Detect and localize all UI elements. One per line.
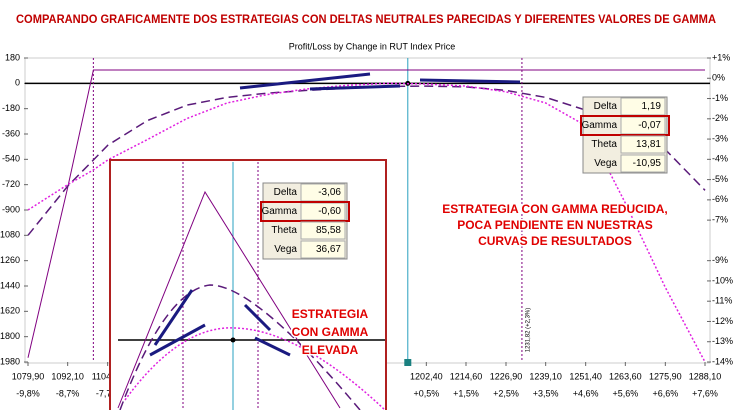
y2-tick-label: -1% — [712, 93, 728, 103]
inset-price-dot — [230, 337, 236, 343]
y-tick-label: -1800 — [0, 331, 20, 341]
table-value: -10,95 — [633, 158, 662, 169]
table-label: Theta — [591, 139, 617, 150]
x-tick-label: 1288,10 — [689, 371, 722, 381]
annotation: ESTRATEGIA — [292, 307, 369, 321]
y-tick-label: -1080 — [0, 230, 20, 240]
x-tick-label: 1104,40 — [92, 371, 124, 381]
table-label: Vega — [594, 158, 617, 169]
x-tick-label: 1092,10 — [51, 371, 84, 381]
y2-tick-label: -5% — [712, 174, 728, 184]
table-label: Gamma — [261, 206, 297, 217]
y-tick-label: 180 — [5, 52, 20, 62]
x-tick-label: 1263,60 — [609, 371, 642, 381]
y2-tick-label: -14% — [712, 356, 733, 366]
annotation: CON GAMMA — [292, 325, 369, 339]
table-value: 1,19 — [642, 101, 662, 112]
x-tick-label: 1214,60 — [450, 371, 483, 381]
series-line — [27, 69, 705, 358]
y2-tick-label: -12% — [712, 316, 733, 326]
table-label: Theta — [271, 225, 297, 236]
x-tick-label: 1251,40 — [569, 371, 602, 381]
table-cell — [300, 240, 346, 259]
y2-tick-label: -2% — [712, 113, 728, 123]
highlight — [260, 201, 350, 222]
price-marker — [404, 359, 412, 366]
y2-tick-label: -6% — [712, 194, 728, 204]
y2-tick-label: -3% — [712, 133, 728, 143]
x-tick-label: 1239,10 — [529, 371, 562, 381]
y2-tick-label: -10% — [712, 275, 733, 285]
table-value: 13,81 — [636, 139, 661, 150]
annotation: CURVAS DE RESULTADOS — [478, 234, 632, 248]
highlight — [580, 115, 670, 136]
y2-tick-label: -9% — [712, 255, 728, 265]
x2-tick-label: -8,7% — [56, 388, 80, 398]
table-value: -3,06 — [318, 187, 341, 198]
table-cell — [620, 154, 666, 173]
x2-tick-label: -7,7% — [96, 388, 120, 398]
y2-tick-label: +1% — [712, 52, 730, 62]
x-tick-label: 1226,90 — [490, 371, 523, 381]
y-tick-label: -720 — [2, 179, 20, 189]
chart-title: COMPARANDO GRAFICAMENTE DOS ESTRATEGIAS … — [16, 12, 716, 26]
x-tick-label: 1079,90 — [12, 371, 45, 381]
greeks-table: Delta -3,06 Gamma -0,60 Theta 85,58 Vega 36,67 — [260, 182, 350, 260]
y-tick-label: 0 — [15, 78, 20, 88]
y-tick-label: -1260 — [0, 255, 20, 265]
y-tick-label: -360 — [2, 128, 20, 138]
table-value: -0,07 — [638, 120, 661, 131]
marker-label: 1231,82 (+2,3%) — [526, 308, 532, 353]
inset-curve — [119, 284, 361, 410]
y2-tick-label: -11% — [712, 296, 732, 306]
annotation: POCA PENDIENTE EN NUESTRAS — [457, 218, 653, 232]
x2-tick-label: +6,6% — [652, 388, 678, 398]
inset-position-segments — [149, 289, 291, 357]
x-tick-label: 1275,90 — [649, 371, 682, 381]
y2-tick-label: -7% — [712, 215, 728, 225]
y2-tick-label: 0% — [712, 73, 725, 83]
y-tick-label: -540 — [2, 154, 20, 164]
table-cell — [300, 221, 346, 240]
x2-tick-label: -9,8% — [16, 388, 40, 398]
y-tick-label: -1440 — [0, 280, 20, 290]
table-value: 85,58 — [316, 225, 341, 236]
greeks-table: Delta 1,19 Gamma -0,07 Theta 13,81 Vega -10,95 — [580, 96, 670, 174]
table-label: Delta — [274, 187, 298, 198]
position-segments — [239, 72, 521, 91]
inset-curve — [124, 327, 386, 410]
main-plot: 180 0 -180 -360 -540 -720 -900 -1080 -1260 -1440 -… — [0, 52, 733, 398]
annotation: ELEVADA — [302, 343, 359, 357]
table-value: 36,67 — [316, 244, 341, 255]
x2-tick-label: +5,6% — [612, 388, 638, 398]
x2-tick-label: +4,6% — [573, 388, 599, 398]
inset-curve — [117, 190, 341, 409]
table-cell — [620, 135, 666, 154]
y-tick-label: -1980 — [0, 356, 20, 366]
y2-tick-label: -13% — [712, 336, 733, 346]
x2-tick-label: +1,5% — [453, 388, 479, 398]
y2-tick-label: -4% — [712, 154, 728, 164]
y-tick-label: -180 — [2, 103, 20, 113]
table-label: Gamma — [581, 120, 617, 131]
chart-subtitle: Profit/Loss by Change in RUT Index Price — [289, 41, 455, 51]
x2-tick-label: +3,5% — [533, 388, 559, 398]
table-label: Delta — [594, 101, 618, 112]
table-label: Vega — [274, 244, 297, 255]
x-tick-label: 1202,40 — [410, 371, 443, 381]
y-tick-label: -900 — [2, 204, 20, 214]
annotation: ESTRATEGIA CON GAMMA REDUCIDA, — [442, 202, 668, 216]
x2-tick-label: +0,5% — [413, 388, 439, 398]
y-tick-label: -1620 — [0, 306, 20, 316]
x2-tick-label: +7,6% — [692, 388, 718, 398]
x2-tick-label: +2,5% — [493, 388, 519, 398]
table-value: -0,60 — [318, 206, 341, 217]
